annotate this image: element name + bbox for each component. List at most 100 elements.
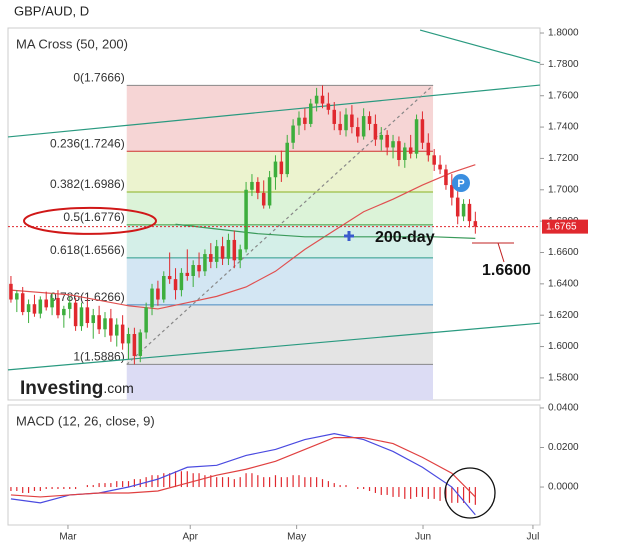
indicator-label: MA Cross (50, 200) — [16, 36, 128, 51]
candle-body — [103, 318, 107, 330]
fib-label: 1(1.5886) — [73, 350, 124, 364]
fib-label: 0.5(1.6776) — [63, 210, 124, 224]
candle-body — [67, 302, 72, 309]
candle-body — [173, 279, 178, 291]
x-tick-label: Jul — [527, 532, 540, 543]
candle-body — [132, 334, 137, 356]
annotation-line — [472, 242, 514, 263]
candle-body — [285, 142, 289, 175]
logo-text: Investing — [20, 378, 103, 399]
candle-body — [326, 103, 331, 110]
candle-body — [109, 318, 113, 336]
candle-body — [144, 307, 148, 333]
candle-body — [56, 297, 60, 316]
candle-body — [455, 197, 460, 217]
candle-body — [50, 297, 54, 308]
y-tick-label: 0.0200 — [548, 442, 579, 453]
cross-marker — [344, 231, 354, 241]
candle-body — [226, 239, 231, 259]
macd-line — [10, 437, 476, 498]
y-tick-label: 1.5800 — [548, 373, 579, 384]
candle-body — [197, 265, 201, 272]
candle-body — [62, 308, 66, 316]
chart-title: GBP/AUD, D — [14, 3, 89, 18]
candle-body — [420, 119, 425, 143]
candle-body — [185, 272, 190, 276]
x-tick-label: Apr — [182, 532, 198, 543]
moving-average — [175, 223, 476, 239]
candle-body — [338, 123, 342, 131]
indicator-label: MACD (12, 26, close, 9) — [16, 413, 155, 428]
candle-body — [85, 307, 90, 324]
y-tick-label: 1.7400 — [548, 122, 579, 133]
candle-body — [250, 181, 254, 190]
candle-body — [79, 307, 84, 327]
fib-zone — [126, 257, 434, 305]
candle-body — [356, 127, 360, 137]
fib-zone — [126, 191, 434, 225]
macd-panel — [7, 404, 541, 526]
candle-body — [444, 169, 448, 186]
candle-body — [314, 95, 319, 104]
highlight-ellipse — [23, 206, 157, 235]
candle-body — [385, 134, 389, 148]
candle-body — [244, 189, 248, 250]
fib-label: 0.618(1.6566) — [50, 243, 125, 257]
y-tick-label: 1.7000 — [548, 184, 579, 195]
fib-label: 0.786(1.6266) — [50, 290, 125, 304]
candle-body — [9, 283, 13, 300]
candle-body — [450, 185, 454, 198]
fib-label: 0.236(1.7246) — [50, 136, 125, 150]
candle-body — [191, 265, 195, 276]
candle-body — [167, 276, 172, 280]
candle-body — [397, 141, 401, 160]
candle-body — [179, 272, 184, 291]
y-tick-label: 1.8000 — [548, 28, 579, 39]
candle-body — [150, 288, 154, 308]
candle-body — [209, 254, 213, 262]
candle-body — [361, 116, 366, 137]
y-tick-label: 1.7600 — [548, 90, 579, 101]
annotation: 1.6600 — [482, 262, 531, 279]
candle-body — [414, 119, 419, 154]
candle-body — [432, 155, 436, 165]
moving-average — [10, 164, 476, 310]
candle-body — [20, 293, 25, 313]
candle-body — [114, 324, 119, 336]
y-tick-label: 1.7200 — [548, 153, 579, 164]
x-tick-label: May — [287, 532, 306, 543]
x-tick-label: Mar — [59, 532, 77, 543]
candle-body — [367, 116, 372, 124]
badge — [452, 174, 470, 192]
candle-body — [279, 161, 284, 175]
candle-body — [220, 246, 225, 259]
candle-body — [32, 304, 37, 314]
candle-body — [238, 249, 242, 261]
candle-body — [126, 334, 131, 344]
y-tick-label: 1.7800 — [548, 59, 579, 70]
candle-body — [391, 141, 395, 148]
candle-body — [403, 147, 407, 160]
candle-body — [438, 164, 442, 170]
candle-body — [44, 299, 48, 308]
y-tick-label: 1.6000 — [548, 341, 579, 352]
y-tick-label: 1.6200 — [548, 310, 579, 321]
candle-body — [162, 276, 166, 300]
candle-body — [379, 134, 384, 140]
candle-body — [232, 239, 237, 261]
candle-body — [373, 123, 378, 140]
candle-body — [408, 147, 413, 154]
y-tick-label: 1.6400 — [548, 278, 579, 289]
badge-label: P — [457, 178, 464, 190]
candle-body — [91, 315, 96, 324]
candle-body — [214, 246, 219, 262]
candle-body — [344, 114, 348, 131]
candle-body — [303, 117, 307, 124]
trend-line — [419, 29, 541, 64]
last-price-label: 1.6765 — [546, 221, 577, 232]
candle-body — [426, 142, 431, 156]
candle-body — [15, 293, 19, 300]
candle-body — [291, 125, 295, 143]
candle-body — [332, 109, 337, 124]
